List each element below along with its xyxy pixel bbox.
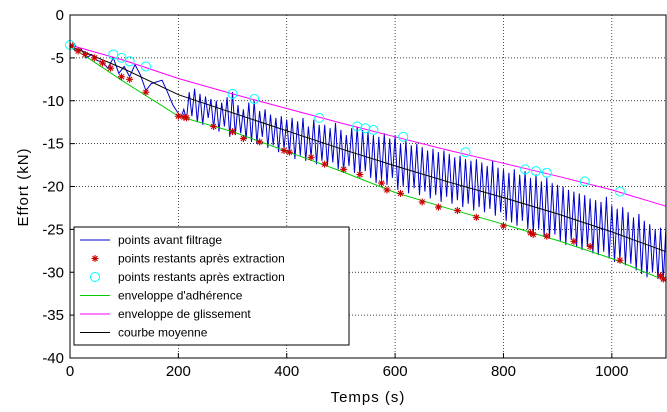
extracted-star-point (182, 114, 190, 122)
y-tick-label: -40 (42, 350, 64, 367)
extracted-circle-point (140, 61, 151, 72)
y-tick-label: 0 (56, 7, 64, 24)
extracted-circle-point (249, 94, 260, 105)
extracted-circle-point (352, 121, 363, 132)
extracted-star-point (210, 122, 218, 130)
extracted-star-point (142, 88, 150, 96)
extracted-star-point (383, 186, 391, 194)
extracted-star-point (397, 189, 405, 197)
extracted-star-point (117, 73, 125, 81)
extracted-star-point (570, 237, 578, 245)
extracted-star-point (543, 232, 551, 240)
legend-label: points restants après extraction (118, 252, 285, 266)
y-tick-label: -5 (51, 50, 64, 67)
y-tick-label: -35 (42, 307, 64, 324)
grid (69, 14, 666, 359)
extracted-star-point (499, 222, 507, 230)
legend-swatch-star (91, 255, 99, 262)
extracted-star-point (126, 75, 134, 83)
extracted-star-point (81, 50, 89, 58)
x-tick-label: 400 (274, 363, 299, 380)
raw-signal-line (69, 44, 667, 281)
legend: points avant filtrage points restants apr… (73, 226, 350, 346)
extracted-star-point (434, 203, 442, 211)
extracted-circle-point (314, 112, 325, 123)
extracted-star-point (174, 112, 182, 120)
extracted-circle-point (614, 186, 625, 197)
extracted-circle-point (398, 131, 409, 142)
legend-label: courbe moyenne (118, 326, 208, 340)
extracted-star-point (90, 54, 98, 62)
y-tick-label: -20 (42, 179, 64, 196)
sliding-envelope-line (69, 44, 667, 207)
legend-label: enveloppe de glissement (118, 307, 251, 321)
adhesion-envelope-line (69, 45, 667, 282)
legend-item: points avant filtrage (80, 233, 222, 247)
legend-item: points restants après extraction (91, 252, 285, 266)
extracted-star-point (529, 231, 537, 239)
x-axis-label: Temps (s) (331, 389, 406, 406)
y-tick-label: -25 (42, 221, 64, 238)
y-tick-label: -15 (42, 136, 64, 153)
extracted-circle-point (579, 176, 590, 187)
extracted-circle-point (227, 88, 238, 99)
extracted-star-point (321, 160, 329, 168)
x-tick-label: 0 (66, 363, 74, 380)
legend-swatch-circle (90, 272, 100, 282)
extracted-star-point (280, 146, 288, 154)
x-tick-label: 600 (383, 363, 408, 380)
extracted-star-point (453, 207, 461, 215)
extracted-star-point (340, 165, 348, 173)
legend-item: courbe moyenne (80, 326, 208, 340)
extracted-star-point (586, 243, 594, 251)
legend-label: enveloppe d'adhérence (118, 289, 243, 303)
legend-box (73, 226, 350, 346)
extracted-star-point (239, 134, 247, 142)
extracted-star-point (99, 59, 107, 67)
series-layer (65, 40, 667, 283)
legend-item: enveloppe de glissement (80, 307, 251, 321)
y-tick-label: -10 (42, 93, 64, 110)
tick-labels: 0 200 400 600 800 1000 0 -5 -10 -15 -20 -25 -30 -35 -4… (42, 7, 628, 380)
y-tick-label: -30 (42, 264, 64, 281)
mean-curve-line (69, 45, 667, 253)
extracted-star-point (229, 128, 237, 136)
extracted-circle-point (541, 167, 552, 178)
legend-label: points restants après extraction (118, 270, 285, 284)
plot-frame (69, 14, 667, 359)
extracted-star-point (378, 179, 386, 187)
extracted-circle-point (368, 124, 379, 135)
extracted-star-point (356, 170, 364, 178)
extracted-star-point (307, 153, 315, 161)
extracted-star-point (418, 198, 426, 206)
extracted-star-point (256, 138, 264, 146)
legend-item: points restants après extraction (90, 270, 285, 284)
extracted-star-point (616, 256, 624, 264)
x-tick-label: 1000 (595, 363, 628, 380)
extracted-star-point (285, 148, 293, 156)
extracted-circle-point (124, 56, 135, 67)
extracted-star-point (472, 213, 480, 221)
x-tick-label: 200 (166, 363, 191, 380)
extracted-star-point (107, 64, 115, 72)
x-tick-label: 800 (491, 363, 516, 380)
extracted-circle-point (520, 164, 531, 175)
extracted-circle-point (530, 166, 541, 177)
extracted-star-point (74, 47, 82, 55)
legend-label: points avant filtrage (118, 233, 222, 247)
legend-item: enveloppe d'adhérence (80, 289, 243, 303)
extracted-circle-point (460, 147, 471, 158)
y-axis-label: Effort (kN) (15, 147, 32, 226)
extracted-circle-point (360, 123, 371, 134)
